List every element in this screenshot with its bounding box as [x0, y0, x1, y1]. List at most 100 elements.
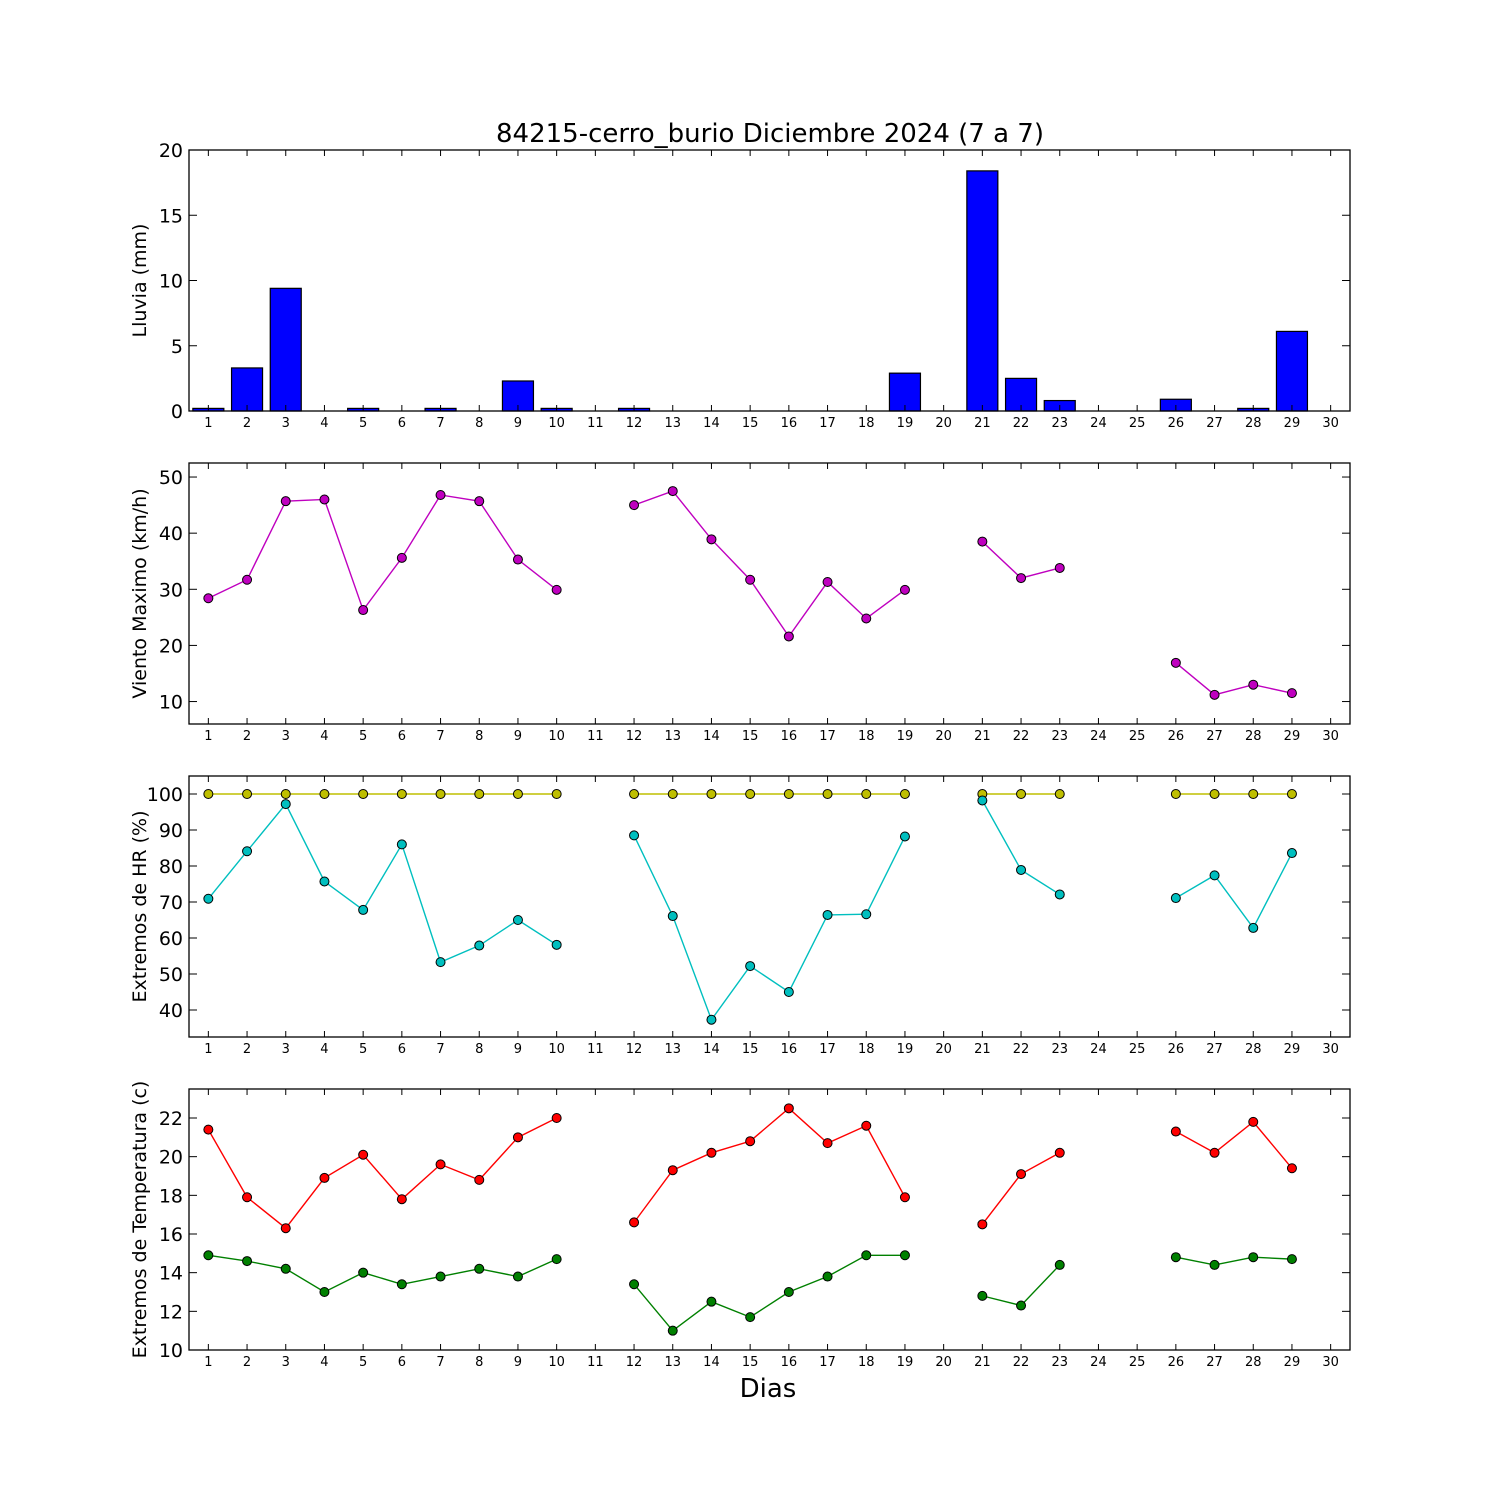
temp_max-point — [629, 1217, 640, 1228]
x-tick-label: 23 — [1051, 416, 1068, 431]
x-tick-label: 20 — [935, 1042, 952, 1057]
hr_min-point — [706, 1014, 717, 1025]
chart-title: 84215-cerro_burio Diciembre 2024 (7 a 7) — [496, 119, 1044, 149]
hr_min-point — [1209, 870, 1220, 881]
x-tick-label: 2 — [243, 1355, 251, 1370]
x-tick-label: 24 — [1090, 1355, 1107, 1370]
x-tick-label: 22 — [1013, 1355, 1030, 1370]
rain-bar — [966, 170, 999, 412]
x-tick-label: 24 — [1090, 416, 1107, 431]
temp_min-point — [783, 1287, 794, 1297]
x-tick-label: 27 — [1206, 729, 1223, 744]
x-tick-label: 19 — [897, 416, 914, 431]
y-tick-label: 15 — [159, 205, 183, 227]
temp_max-point — [1054, 1147, 1065, 1158]
x-tick-label: 28 — [1245, 1042, 1262, 1057]
x-tick-label: 20 — [935, 1355, 952, 1370]
hr_min-point — [474, 940, 485, 951]
rain-bar — [888, 372, 922, 412]
y-tick-label: 40 — [159, 1000, 183, 1022]
x-tick-label: 4 — [320, 1042, 328, 1057]
temp_min-point — [629, 1279, 640, 1290]
x-tick-label: 29 — [1284, 1042, 1301, 1057]
x-tick-label: 22 — [1013, 1042, 1030, 1057]
hr_min-point — [435, 957, 446, 968]
y-tick-label: 18 — [159, 1185, 183, 1207]
x-tick-label: 7 — [436, 1355, 444, 1370]
x-tick-label: 13 — [664, 416, 681, 431]
x-tick-label: 23 — [1051, 1042, 1068, 1057]
x-tick-label: 30 — [1322, 416, 1339, 431]
x-tick-label: 11 — [587, 729, 604, 744]
x-tick-label: 21 — [974, 416, 991, 431]
x-tick-label: 25 — [1129, 729, 1146, 744]
temp_max-point — [435, 1159, 446, 1170]
x-tick-label: 1 — [204, 416, 212, 431]
y-tick-label: 20 — [159, 1147, 183, 1169]
hr_min-line — [633, 835, 906, 1022]
hr_min-point — [977, 795, 988, 806]
temp_max-point — [280, 1223, 291, 1234]
wind-line — [1175, 662, 1293, 696]
temp_max-point — [358, 1149, 369, 1160]
x-tick-label: 17 — [819, 1355, 836, 1370]
y-tick-label: 12 — [159, 1301, 183, 1323]
wind-point — [1286, 688, 1297, 699]
temp_max-point — [861, 1120, 872, 1131]
x-tick-label: 6 — [398, 1355, 406, 1370]
hr_max-point — [396, 789, 407, 799]
temp_max-point — [1286, 1163, 1297, 1174]
wind-point — [242, 574, 253, 585]
wind-line — [208, 494, 558, 612]
wind-point — [861, 613, 872, 624]
x-tick-label: 21 — [974, 1042, 991, 1057]
x-tick-label: 26 — [1168, 729, 1185, 744]
temp_min-point — [667, 1325, 678, 1336]
x-tick-label: 3 — [282, 729, 290, 744]
wind-point — [977, 536, 988, 547]
y-tick-label: 50 — [159, 467, 183, 489]
x-tick-label: 16 — [781, 416, 798, 431]
wind-point — [474, 496, 485, 507]
hr_max-point — [203, 789, 214, 799]
y-tick-label: 22 — [159, 1108, 183, 1130]
x-tick-label: 18 — [858, 416, 875, 431]
x-tick-label: 30 — [1322, 729, 1339, 744]
temp_min-point — [242, 1256, 253, 1267]
y-tick-label: 20 — [159, 140, 183, 162]
y-tick-label: 60 — [159, 928, 183, 950]
wind-panel: 1 2 3 4 5 6 7 8 9 10 11 12 13 14 15 16 17 18 19 20 21 22 23 24 2… — [129, 462, 1351, 744]
wind-point — [706, 534, 717, 545]
y-tick-label: 10 — [159, 1340, 183, 1362]
x-tick-label: 11 — [587, 1042, 604, 1057]
x-tick-label: 18 — [858, 1355, 875, 1370]
wind-point — [1054, 562, 1065, 573]
temp_min-line — [982, 1264, 1061, 1307]
hr_min-point — [822, 909, 833, 920]
x-tick-label: 2 — [243, 416, 251, 431]
hr_max-point — [319, 789, 330, 799]
temp_min-point — [319, 1287, 330, 1297]
wind-point — [1016, 573, 1027, 584]
hr_min-point — [1016, 864, 1027, 875]
y-tick-label: 50 — [159, 964, 183, 986]
x-tick-label: 27 — [1206, 1042, 1223, 1057]
x-tick-label: 10 — [548, 416, 565, 431]
x-tick-label: 14 — [703, 1042, 720, 1057]
temp_max-point — [551, 1113, 562, 1123]
x-tick-label: 5 — [359, 1042, 367, 1057]
hr_max-point — [822, 789, 833, 799]
x-tick-label: 25 — [1129, 1042, 1146, 1057]
hr_min-point — [242, 846, 253, 857]
x-tick-label: 26 — [1168, 1042, 1185, 1057]
hr_min-point — [280, 799, 291, 810]
y-tick-label: 10 — [159, 692, 183, 714]
hr_max-point — [861, 789, 872, 799]
hr_max-point — [667, 789, 678, 799]
wind-point — [435, 489, 446, 500]
rain-axes-frame — [188, 149, 1351, 412]
wind-point — [319, 494, 330, 505]
x-tick-label: 18 — [858, 1042, 875, 1057]
temp_max-line — [981, 1152, 1061, 1225]
rain-bar — [269, 287, 302, 412]
